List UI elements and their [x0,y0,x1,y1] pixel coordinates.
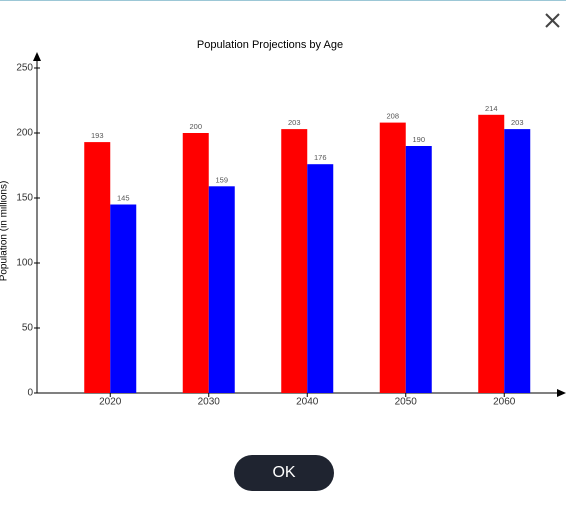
chart: Population Projections by Age Population… [0,13,566,408]
y-tick-label: 150 [16,193,33,204]
bar [84,142,111,393]
value-label: 214 [485,104,498,113]
bar [208,186,235,393]
bar [405,146,432,393]
x-axis-arrow [557,389,566,397]
value-label: 193 [91,131,104,140]
value-label: 159 [215,175,228,184]
value-label: 203 [511,118,524,127]
value-label: 200 [189,122,202,131]
bar [478,114,505,394]
x-tick-label: 2030 [198,397,221,408]
value-label: 203 [288,118,301,127]
x-tick-label: 2020 [99,397,122,408]
ok-button[interactable]: OK [234,455,334,491]
y-axis-arrow [33,52,41,61]
y-tick-label: 50 [22,323,34,334]
close-button[interactable] [545,13,560,28]
x-tick-label: 2040 [296,397,319,408]
x-tick-label: 2050 [395,397,418,408]
value-label: 190 [412,135,425,144]
bar [182,133,209,393]
bar [504,129,531,393]
value-label: 208 [386,112,399,121]
bar [281,129,308,393]
y-tick-label: 200 [16,128,33,139]
y-tick-label: 0 [27,388,33,399]
chart-title: Population Projections by Age [197,39,343,51]
value-label: 176 [314,153,327,162]
bar [379,122,406,393]
y-axis-label: Population (in millions) [0,181,10,282]
x-tick-label: 2060 [493,397,516,408]
bar [110,204,137,393]
y-tick-label: 100 [16,258,33,269]
value-label: 145 [117,193,130,202]
bar [307,164,334,393]
y-tick-label: 250 [16,63,33,74]
